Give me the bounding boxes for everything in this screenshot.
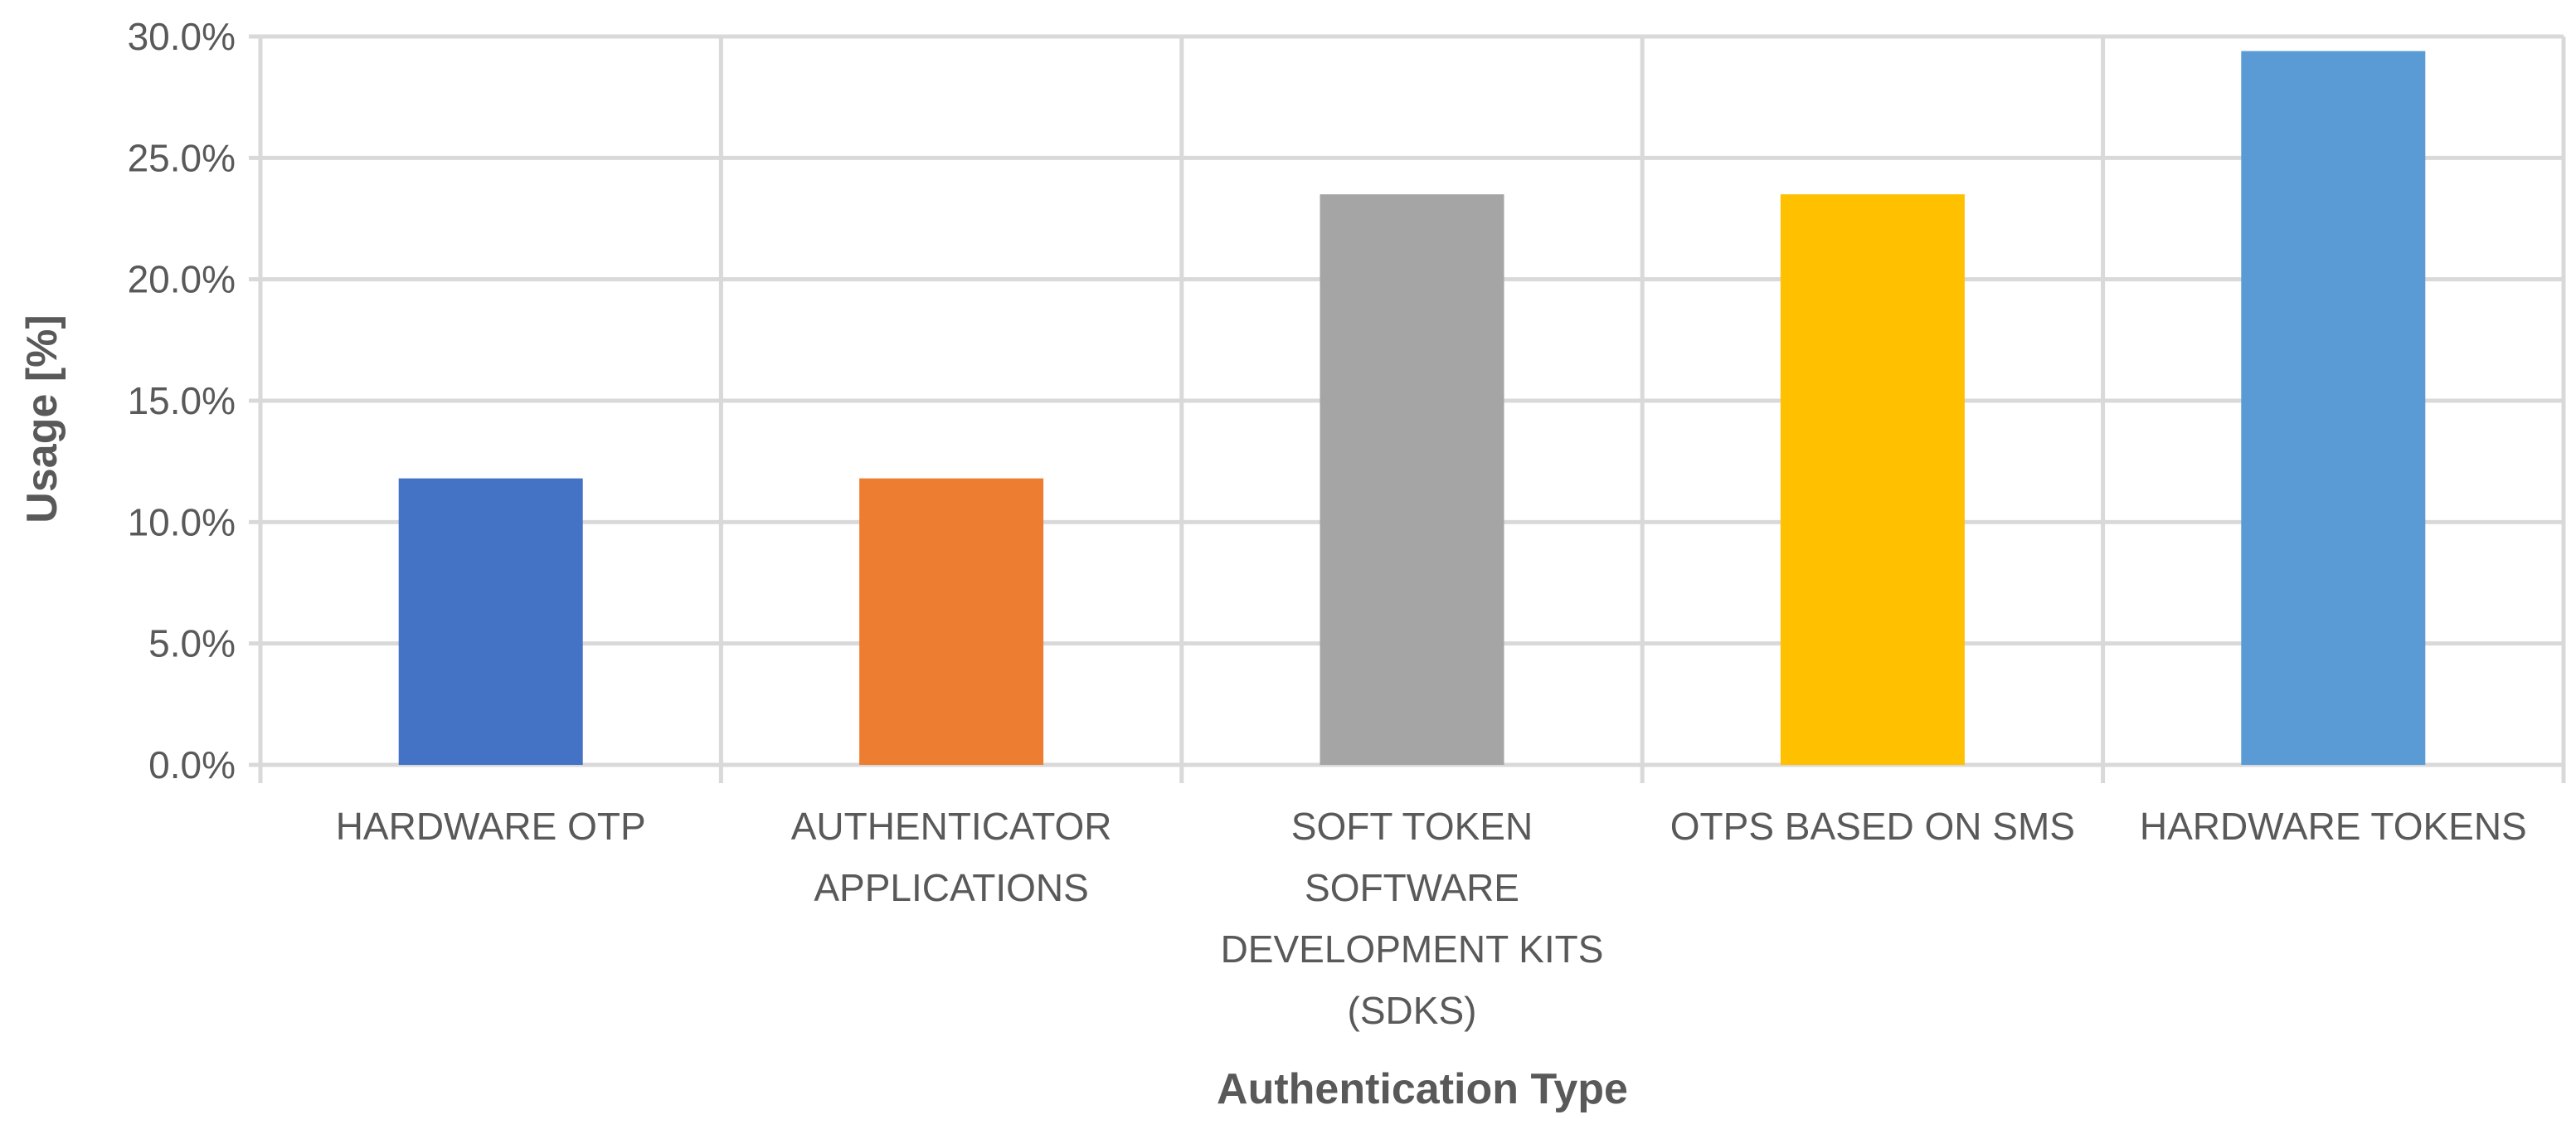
y-tick-label: 10.0% (128, 500, 236, 543)
x-category-label: AUTHENTICATOR APPLICATIONS (791, 805, 1112, 909)
bar (398, 478, 583, 765)
x-category-labels: HARDWARE OTP AUTHENTICATOR APPLICATIONS SOF… (336, 805, 2527, 1032)
bars (398, 51, 2426, 766)
y-tick-label: 25.0% (128, 136, 236, 179)
x-category-label: HARDWARE OTP (336, 805, 646, 848)
bar (2241, 51, 2426, 766)
y-axis-title: Usage [%] (18, 314, 66, 523)
x-category-label: OTPS BASED ON SMS (1670, 805, 2075, 848)
x-axis-title: Authentication Type (1217, 1065, 1628, 1113)
bar (1320, 194, 1504, 765)
bar (859, 478, 1044, 765)
y-tick-label: 30.0% (128, 15, 236, 58)
y-tick-label: 0.0% (148, 743, 236, 786)
bar (1780, 194, 1965, 765)
y-tick-label: 5.0% (148, 622, 236, 665)
y-tick-labels: 0.0% 5.0% 10.0% 15.0% 20.0% 25.0% 30.0% (128, 15, 236, 786)
y-tick-label: 20.0% (128, 258, 236, 301)
x-category-label: SOFT TOKEN SOFTWARE DEVELOPMENT KITS (SDKS) (1221, 805, 1604, 1032)
x-category-label: HARDWARE TOKENS (2140, 805, 2527, 848)
y-tick-label: 15.0% (128, 379, 236, 422)
